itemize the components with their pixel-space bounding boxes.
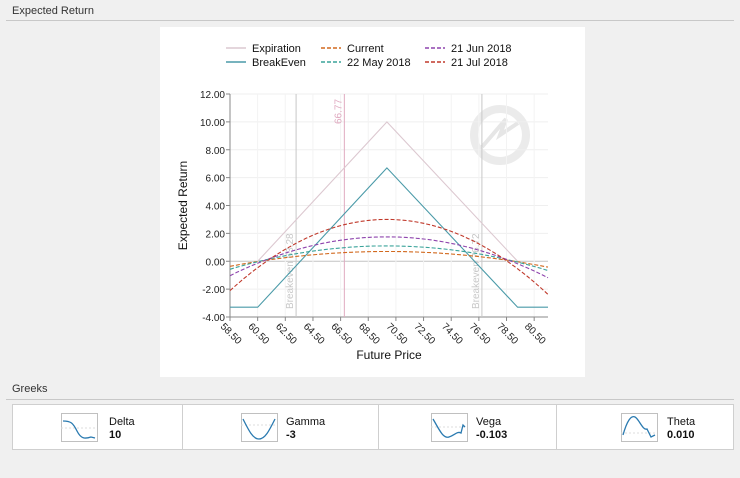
greek-vega[interactable]: Vega -0.103 — [379, 405, 557, 449]
vega-sparkline-icon — [431, 413, 468, 442]
x-tick-label: 58.50 — [218, 321, 244, 347]
series-line-current — [229, 250, 549, 268]
expected-return-chart: 12.00 10.00 8.00 6.00 4.00 2.00 0.00 -2.00 -4.00… — [160, 27, 585, 377]
x-tick-label: 70.50 — [384, 321, 410, 347]
greek-delta[interactable]: Delta 10 — [13, 405, 183, 449]
greeks-header: Greeks — [0, 383, 740, 401]
x-tick-label: 72.50 — [411, 321, 437, 347]
legend-label: Current — [347, 43, 384, 55]
x-tick-label: 78.50 — [494, 321, 520, 347]
x-tick-label: 68.50 — [356, 321, 382, 347]
y-axis-title: Expected Return — [176, 161, 190, 250]
series-line-22-may-2018 — [229, 245, 549, 272]
y-tick-label: -4.00 — [202, 313, 225, 324]
x-tick-label: 74.50 — [439, 321, 465, 347]
legend-label: 21 Jul 2018 — [451, 57, 508, 69]
theta-sparkline-icon — [621, 413, 658, 442]
chart-svg: 12.00 10.00 8.00 6.00 4.00 2.00 0.00 -2.00 -4.00… — [176, 43, 549, 362]
y-tick-label: 8.00 — [206, 146, 226, 157]
series-line-21-jun-2018 — [229, 236, 549, 279]
x-axis-title: Future Price — [356, 348, 422, 362]
x-tick-label: 80.50 — [522, 321, 548, 347]
x-tick-label: 62.50 — [273, 321, 299, 347]
watermark-logo-icon — [470, 105, 530, 165]
y-tick-label: 6.00 — [206, 174, 226, 185]
y-tick-label: -2.00 — [202, 285, 225, 296]
y-tick-label: 4.00 — [206, 202, 226, 213]
greek-name: Gamma — [286, 416, 326, 428]
series-line-21-jul-2018 — [229, 218, 549, 295]
x-tick-label: 60.50 — [246, 321, 272, 347]
divider — [6, 399, 734, 400]
greek-theta[interactable]: Theta 0.010 — [557, 405, 733, 449]
expected-return-header: Expected Return — [0, 5, 740, 23]
greek-value: 10 — [109, 429, 122, 441]
y-tick-label: 12.00 — [200, 90, 225, 101]
y-tick-label: 2.00 — [206, 229, 226, 240]
legend-label: 21 Jun 2018 — [451, 43, 512, 55]
greeks-panel: Delta 10 Gamma -3 Vega -0.103 Theta 0.01… — [12, 404, 734, 450]
annotation-label: Breakeven 76.72 — [471, 233, 482, 309]
legend-label: Expiration — [252, 43, 301, 55]
section-title: Greeks — [12, 383, 48, 395]
greek-name: Vega — [476, 416, 502, 428]
legend-label: BreakEven — [252, 57, 306, 69]
x-tick-label: 66.50 — [328, 321, 354, 347]
gamma-sparkline-icon — [241, 413, 278, 442]
delta-sparkline-icon — [61, 413, 98, 442]
greek-name: Delta — [109, 416, 135, 428]
greek-gamma[interactable]: Gamma -3 — [183, 405, 379, 449]
greek-value: -0.103 — [476, 429, 508, 441]
divider — [6, 20, 734, 21]
greek-value: 0.010 — [667, 429, 695, 441]
series-line-expiration — [257, 121, 519, 262]
x-tick-label: 64.50 — [301, 321, 327, 347]
watermark-logo-icon — [480, 117, 520, 149]
y-tick-label: 10.00 — [200, 118, 225, 129]
section-title: Expected Return — [12, 5, 94, 17]
annotation-label: 66.77 — [333, 99, 344, 124]
greek-value: -3 — [286, 429, 296, 441]
greek-name: Theta — [667, 416, 696, 428]
series-line-breakeven — [230, 167, 548, 308]
legend-label: 22 May 2018 — [347, 57, 411, 69]
y-tick-label: 0.00 — [206, 257, 226, 268]
x-tick-label: 76.50 — [467, 321, 493, 347]
